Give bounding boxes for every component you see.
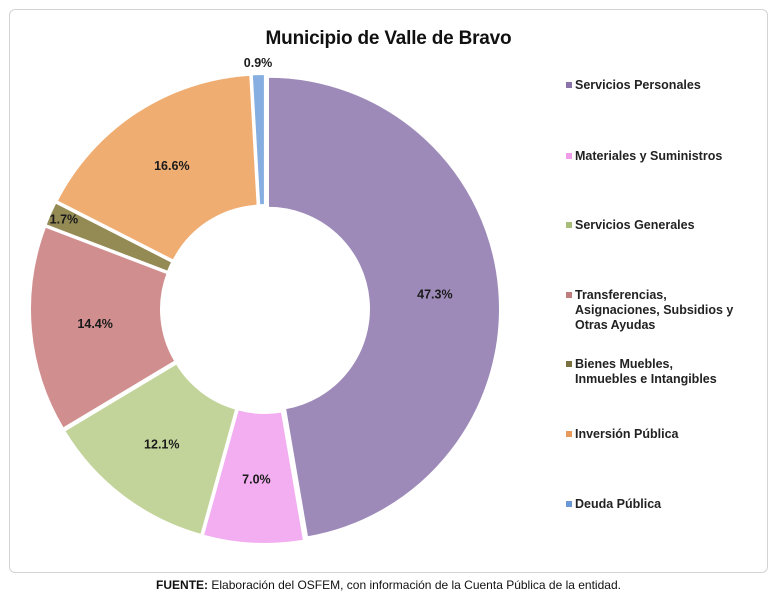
legend-item-servicios-generales: Servicios Generales bbox=[566, 218, 695, 233]
legend-label: Deuda Pública bbox=[575, 497, 662, 511]
data-label-servicios-personales: 47.3% bbox=[417, 288, 452, 302]
slice-deuda-publica bbox=[250, 73, 266, 207]
legend-swatch bbox=[566, 82, 572, 88]
legend-item-servicios-personales: Servicios Personales bbox=[566, 78, 701, 93]
data-label-deuda-publica: 0.9% bbox=[244, 56, 273, 70]
source-note-text: Elaboración del OSFEM, con información d… bbox=[208, 578, 621, 592]
legend-label: Inversión Pública bbox=[575, 427, 679, 441]
slice-transferencias-asignaciones-subsidios-y-otras-ayudas bbox=[29, 225, 177, 430]
legend-label: Materiales y Suministros bbox=[575, 149, 723, 163]
legend-swatch bbox=[566, 361, 572, 367]
source-note: FUENTE: Elaboración del OSFEM, con infor… bbox=[0, 578, 777, 592]
donut-chart: 47.3% 7.0% 12.1% 14.4% 1.7% 16.6% 0.9% bbox=[29, 56, 501, 545]
legend-label: Servicios Generales bbox=[575, 218, 695, 232]
legend-item-bienes-muebles-inmuebles-e-intangibles: Bienes Muebles, Inmuebles e Intangibles bbox=[566, 357, 717, 387]
slice-bienes-muebles-inmuebles-e-intangibles bbox=[44, 201, 174, 274]
legend-item-deuda-publica: Deuda Pública bbox=[566, 497, 661, 512]
data-label-inversion-publica: 16.6% bbox=[154, 159, 189, 173]
legend-label: Bienes Muebles, Inmuebles e Intangibles bbox=[575, 357, 717, 386]
legend-swatch bbox=[566, 153, 572, 159]
slice-servicios-generales bbox=[62, 361, 238, 537]
legend-label: Transferencias, Asignaciones, Subsidios y… bbox=[575, 288, 734, 332]
legend-swatch bbox=[566, 292, 572, 298]
legend-item-inversion-publica: Inversión Pública bbox=[566, 427, 679, 442]
slice-inversion-publica bbox=[55, 73, 259, 262]
legend-item-transferencias-asignaciones-subsidios-y-otras-ayudas: Transferencias, Asignaciones, Subsidios y… bbox=[566, 288, 733, 333]
source-note-label: FUENTE: bbox=[156, 578, 209, 592]
legend-swatch bbox=[566, 501, 572, 507]
legend-item-materiales-y-suministros: Materiales y Suministros bbox=[566, 149, 722, 164]
legend-swatch bbox=[566, 431, 572, 437]
data-label-transferencias-asignaciones-subsidios-y-otras-ayudas: 14.4% bbox=[77, 317, 112, 331]
data-label-servicios-generales: 12.1% bbox=[144, 438, 179, 452]
data-label-materiales-y-suministros: 7.0% bbox=[242, 472, 271, 486]
slice-servicios-personales bbox=[266, 75, 501, 539]
chart-title: Municipio de Valle de Bravo bbox=[265, 28, 512, 49]
slice-materiales-y-suministros bbox=[201, 408, 306, 545]
data-label-bienes-muebles-inmuebles-e-intangibles: 1.7% bbox=[50, 213, 79, 227]
chart-frame: Municipio de Valle de Bravo 47.3% 7.0% 12.… bbox=[9, 9, 768, 573]
legend-swatch bbox=[566, 222, 572, 228]
legend-label: Servicios Personales bbox=[575, 78, 701, 92]
